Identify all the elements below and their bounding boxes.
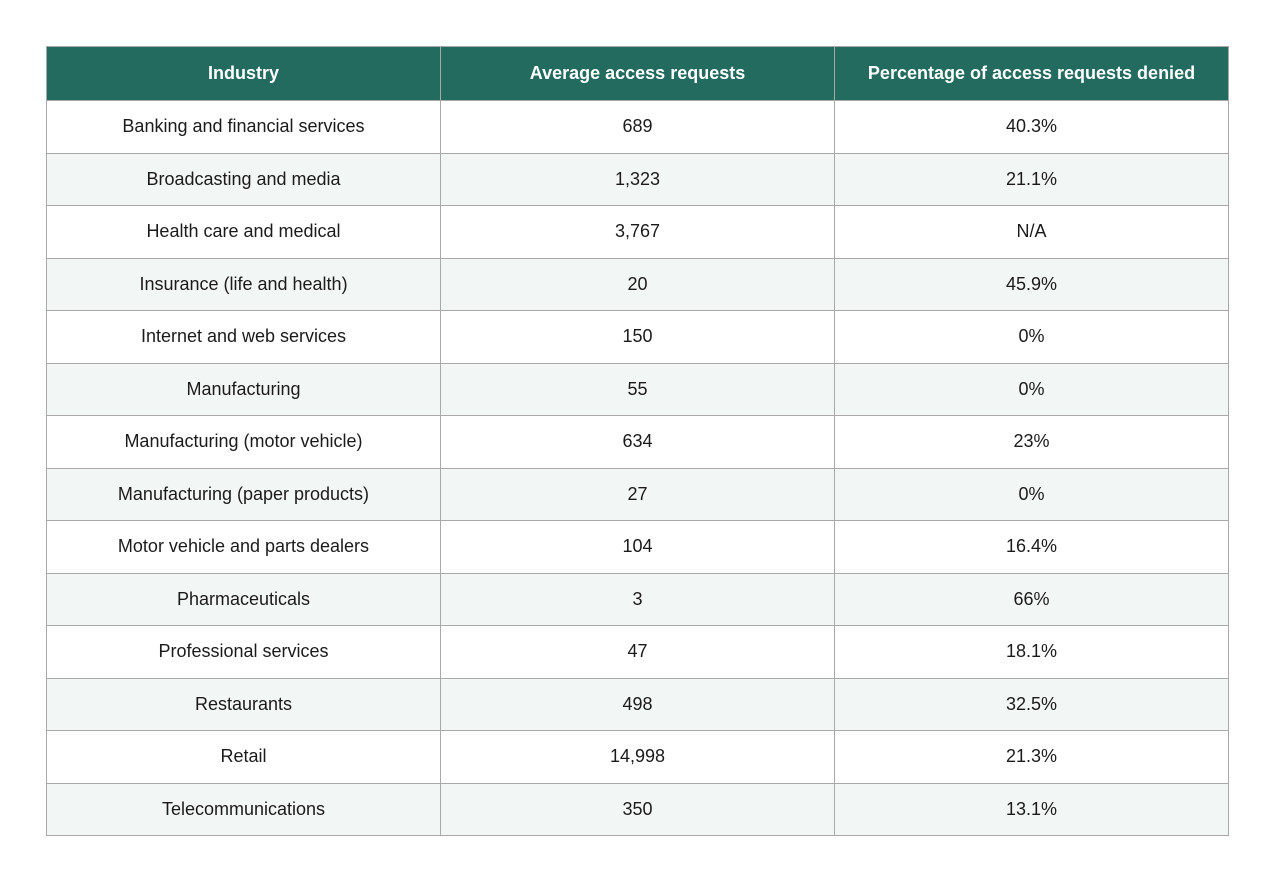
average-requests-cell: 3: [440, 572, 835, 626]
average-requests-cell: 14,998: [440, 730, 835, 784]
table-row: Manufacturing (motor vehicle) 634 23%: [46, 415, 1229, 469]
percent-denied-cell: 16.4%: [834, 520, 1229, 574]
percent-denied-cell: 23%: [834, 415, 1229, 469]
table-row: Manufacturing 55 0%: [46, 362, 1229, 416]
percent-denied-cell: 32.5%: [834, 677, 1229, 731]
industry-cell: Retail: [46, 730, 441, 784]
industry-cell: Motor vehicle and parts dealers: [46, 520, 441, 574]
table-row: Insurance (life and health) 20 45.9%: [46, 257, 1229, 311]
table-body: Banking and financial services 689 40.3%…: [46, 100, 1229, 836]
industry-access-table: Industry Average access requests Percent…: [46, 46, 1229, 836]
average-requests-cell: 350: [440, 782, 835, 836]
average-requests-cell: 150: [440, 310, 835, 364]
industry-cell: Telecommunications: [46, 782, 441, 836]
table-row: Retail 14,998 21.3%: [46, 730, 1229, 784]
percent-denied-cell: 66%: [834, 572, 1229, 626]
average-requests-cell: 1,323: [440, 152, 835, 206]
average-requests-cell: 689: [440, 100, 835, 154]
percent-denied-cell: 45.9%: [834, 257, 1229, 311]
table-row: Restaurants 498 32.5%: [46, 677, 1229, 731]
industry-cell: Manufacturing (paper products): [46, 467, 441, 521]
table-row: Broadcasting and media 1,323 21.1%: [46, 152, 1229, 206]
table-row: Pharmaceuticals 3 66%: [46, 572, 1229, 626]
percent-denied-cell: 0%: [834, 310, 1229, 364]
average-requests-cell: 47: [440, 625, 835, 679]
average-requests-cell: 498: [440, 677, 835, 731]
percent-denied-cell: 40.3%: [834, 100, 1229, 154]
table-row: Health care and medical 3,767 N/A: [46, 205, 1229, 259]
header-row: Industry Average access requests Percent…: [46, 46, 1229, 101]
average-requests-cell: 104: [440, 520, 835, 574]
percent-denied-cell: 21.1%: [834, 152, 1229, 206]
industry-cell: Manufacturing (motor vehicle): [46, 415, 441, 469]
industry-cell: Insurance (life and health): [46, 257, 441, 311]
industry-cell: Banking and financial services: [46, 100, 441, 154]
industry-cell: Restaurants: [46, 677, 441, 731]
average-requests-cell: 20: [440, 257, 835, 311]
table-row: Motor vehicle and parts dealers 104 16.4…: [46, 520, 1229, 574]
column-header-industry: Industry: [46, 46, 441, 101]
industry-cell: Internet and web services: [46, 310, 441, 364]
industry-cell: Broadcasting and media: [46, 152, 441, 206]
percent-denied-cell: 18.1%: [834, 625, 1229, 679]
average-requests-cell: 55: [440, 362, 835, 416]
percent-denied-cell: N/A: [834, 205, 1229, 259]
average-requests-cell: 27: [440, 467, 835, 521]
average-requests-cell: 3,767: [440, 205, 835, 259]
table-header: Industry Average access requests Percent…: [46, 46, 1229, 101]
industry-cell: Pharmaceuticals: [46, 572, 441, 626]
table-row: Professional services 47 18.1%: [46, 625, 1229, 679]
percent-denied-cell: 0%: [834, 362, 1229, 416]
table-row: Manufacturing (paper products) 27 0%: [46, 467, 1229, 521]
industry-cell: Manufacturing: [46, 362, 441, 416]
industry-cell: Professional services: [46, 625, 441, 679]
column-header-average-access-requests: Average access requests: [440, 46, 835, 101]
percent-denied-cell: 21.3%: [834, 730, 1229, 784]
percent-denied-cell: 0%: [834, 467, 1229, 521]
percent-denied-cell: 13.1%: [834, 782, 1229, 836]
industry-cell: Health care and medical: [46, 205, 441, 259]
table-row: Telecommunications 350 13.1%: [46, 782, 1229, 836]
average-requests-cell: 634: [440, 415, 835, 469]
column-header-percentage-denied: Percentage of access requests denied: [834, 46, 1229, 101]
table-row: Banking and financial services 689 40.3%: [46, 100, 1229, 154]
table-row: Internet and web services 150 0%: [46, 310, 1229, 364]
